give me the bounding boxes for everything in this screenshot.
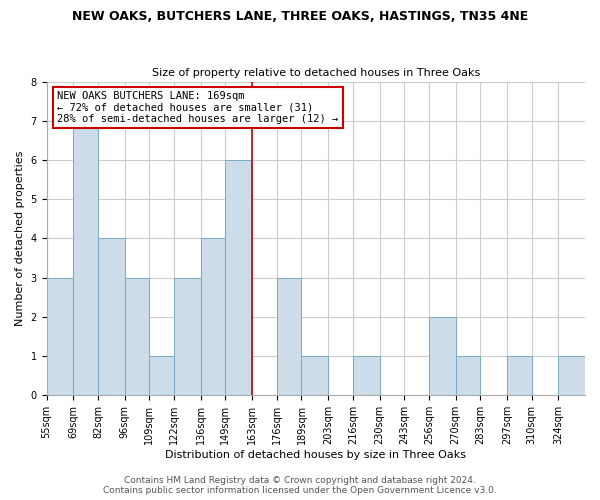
Bar: [429, 317, 455, 396]
Bar: [47, 278, 73, 396]
Text: NEW OAKS BUTCHERS LANE: 169sqm
← 72% of detached houses are smaller (31)
28% of : NEW OAKS BUTCHERS LANE: 169sqm ← 72% of …: [57, 91, 338, 124]
Bar: [98, 238, 125, 396]
Text: NEW OAKS, BUTCHERS LANE, THREE OAKS, HASTINGS, TN35 4NE: NEW OAKS, BUTCHERS LANE, THREE OAKS, HAS…: [72, 10, 528, 23]
Bar: [174, 278, 200, 396]
Bar: [277, 278, 301, 396]
Bar: [149, 356, 174, 396]
Bar: [559, 356, 585, 396]
Text: Contains HM Land Registry data © Crown copyright and database right 2024.
Contai: Contains HM Land Registry data © Crown c…: [103, 476, 497, 495]
Bar: [73, 121, 98, 396]
Y-axis label: Number of detached properties: Number of detached properties: [15, 151, 25, 326]
Bar: [353, 356, 380, 396]
X-axis label: Distribution of detached houses by size in Three Oaks: Distribution of detached houses by size …: [165, 450, 466, 460]
Bar: [226, 160, 252, 396]
Bar: [455, 356, 481, 396]
Bar: [507, 356, 532, 396]
Bar: [125, 278, 149, 396]
Bar: [301, 356, 328, 396]
Title: Size of property relative to detached houses in Three Oaks: Size of property relative to detached ho…: [152, 68, 480, 78]
Bar: [200, 238, 226, 396]
